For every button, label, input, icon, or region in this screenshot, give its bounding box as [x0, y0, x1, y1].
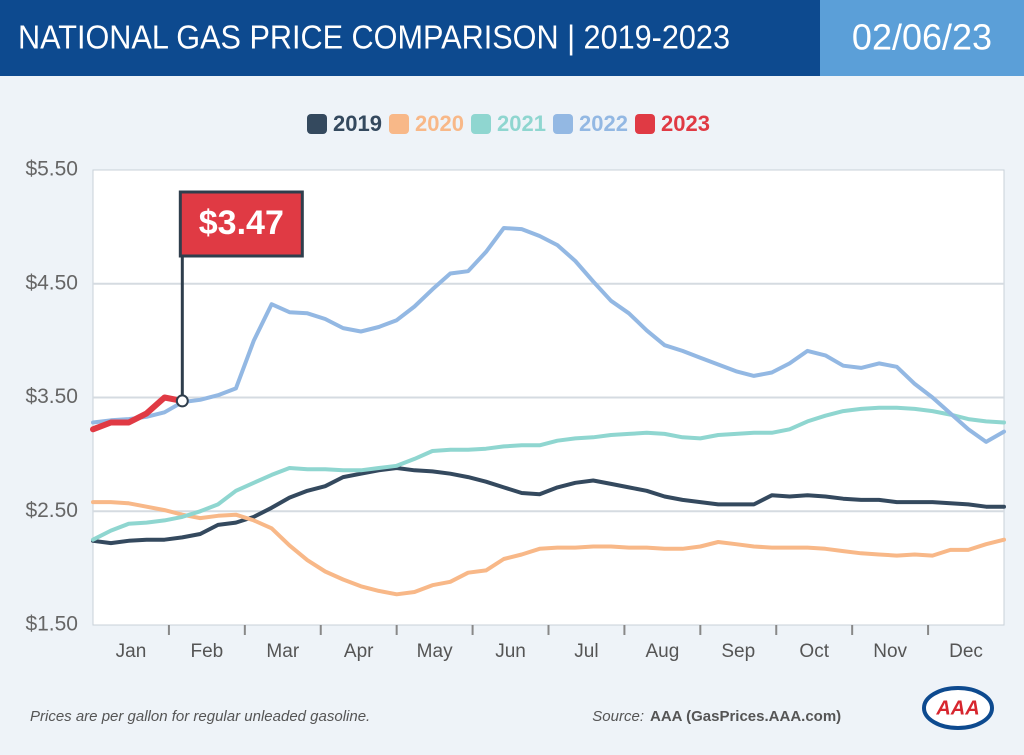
date-box — [820, 0, 1024, 76]
y-tick-label: $4.50 — [25, 271, 78, 294]
legend-swatch — [553, 114, 573, 134]
date: 02/06/23 — [852, 17, 992, 58]
x-tick-label: Apr — [344, 641, 374, 662]
legend-swatch — [635, 114, 655, 134]
x-tick-label: Jan — [116, 641, 147, 662]
chart-title: NATIONAL GAS PRICE COMPARISON | 2019-202… — [18, 19, 730, 56]
line-series — [91, 226, 1006, 444]
annotation: $3.47 — [199, 204, 284, 242]
legend-label: 2022 — [579, 111, 628, 136]
logo: AAA — [935, 697, 979, 719]
y-tick-label: $2.50 — [25, 499, 78, 522]
source-label: Source: — [592, 708, 644, 725]
legend-label: 2021 — [497, 111, 546, 136]
legend-swatch — [471, 114, 491, 134]
x-tick-label: Nov — [873, 641, 907, 662]
legend-label: 2023 — [661, 111, 710, 136]
x-tick-label: Mar — [266, 641, 299, 662]
footnote: Prices are per gallon for regular unlead… — [30, 708, 370, 725]
x-tick-label: Oct — [799, 641, 829, 662]
line-series — [91, 405, 1006, 542]
annotation-dot — [175, 394, 189, 408]
line-series — [90, 394, 186, 433]
x-tick-label: Feb — [191, 641, 224, 662]
y-tick-label: $3.50 — [25, 385, 78, 408]
line-series — [91, 500, 1006, 597]
x-tick-label: May — [417, 641, 453, 662]
x-tick-label: Aug — [645, 641, 679, 662]
legend-label: 2020 — [415, 111, 464, 136]
x-tick-label: Jun — [495, 641, 526, 662]
legend-label: 2019 — [333, 111, 382, 136]
header-bar — [0, 0, 820, 76]
y-tick-label: $5.50 — [25, 158, 78, 181]
y-tick-label: $1.50 — [25, 613, 78, 636]
x-tick-label: Sep — [721, 641, 755, 662]
x-tick-label: Dec — [949, 641, 983, 662]
annotation-box — [178, 190, 304, 258]
x-tick-label: Jul — [574, 641, 598, 662]
line-series — [91, 466, 1006, 546]
legend-swatch — [389, 114, 409, 134]
logo-ring — [922, 686, 994, 730]
source: AAA (GasPrices.AAA.com) — [650, 708, 841, 725]
legend-swatch — [307, 114, 327, 134]
